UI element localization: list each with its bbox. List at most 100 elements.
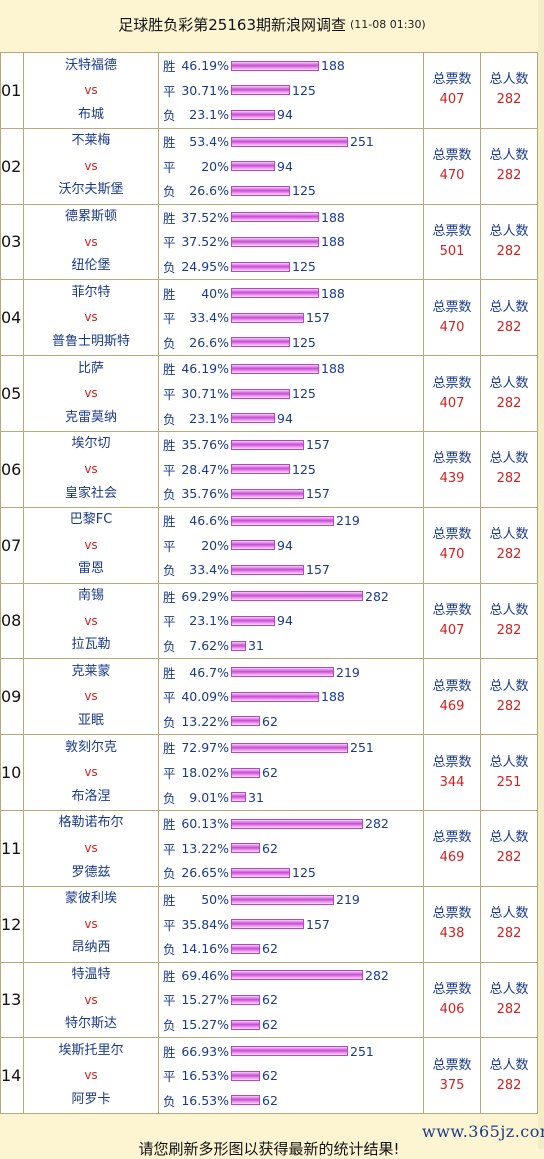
lose-percent: 23.1% [189, 107, 229, 123]
lose-vote-count: 62 [262, 1017, 278, 1033]
lose-vote-bar [231, 943, 260, 954]
total-votes-value: 407 [439, 92, 465, 108]
home-team[interactable]: 敦刻尔克 [64, 739, 117, 755]
lose-vote-bar [231, 488, 304, 499]
win-vote-count: 219 [336, 892, 360, 908]
lose-percent: 26.6% [189, 183, 229, 199]
lose-percent: 23.1% [189, 410, 229, 426]
away-team[interactable]: 克雷莫纳 [64, 409, 117, 425]
total-votes-value: 375 [439, 1077, 465, 1093]
total-people-cell: 总人数 282 [480, 885, 538, 963]
home-team[interactable]: 菲尔特 [71, 284, 111, 300]
total-people-cell: 总人数 282 [480, 506, 538, 584]
total-votes-label: 总票数 [432, 375, 472, 391]
win-vote-count: 282 [365, 967, 389, 983]
match-number: 08 [0, 582, 24, 660]
home-team[interactable]: 德累斯顿 [64, 209, 117, 225]
total-people-label: 总人数 [489, 830, 529, 846]
draw-label: 平 [163, 690, 176, 706]
win-vote-count: 282 [365, 588, 389, 604]
total-votes-cell: 总票数 470 [423, 506, 481, 584]
match-number: 12 [0, 885, 24, 963]
win-vote-bar [231, 1046, 348, 1057]
total-people-cell: 总人数 251 [480, 734, 538, 811]
away-team[interactable]: 布城 [77, 106, 104, 122]
match-number: 13 [0, 961, 24, 1039]
home-team[interactable]: 蒙彼利埃 [64, 891, 117, 907]
draw-vote-row: 平 20% 94 [159, 154, 423, 179]
home-team[interactable]: 格勒诺布尔 [58, 815, 124, 831]
lose-vote-bar [231, 261, 290, 272]
total-people-label: 总人数 [489, 299, 529, 315]
home-team[interactable]: 埃斯托里尔 [58, 1042, 124, 1058]
win-vote-bar [231, 288, 319, 299]
home-team[interactable]: 巴黎FC [69, 512, 113, 528]
win-vote-count: 251 [350, 134, 374, 150]
total-people-value: 282 [496, 395, 522, 411]
lose-label: 负 [163, 335, 176, 351]
away-team[interactable]: 罗德兹 [71, 864, 111, 880]
win-vote-row: 胜 69.46% 282 [159, 963, 423, 988]
match-row: 13 特温特 vs 特尔斯达 胜 69.46% 282 平 15.27% 62 … [0, 961, 538, 1039]
draw-vote-row: 平 20% 94 [159, 533, 423, 558]
lose-vote-bar [231, 792, 246, 803]
match-number: 10 [0, 734, 24, 811]
vs-label: vs [84, 613, 98, 628]
win-percent: 72.97% [181, 740, 229, 756]
survey-title: 足球胜负彩第25163期新浪网调查 [118, 15, 346, 34]
away-team[interactable]: 沃尔夫斯堡 [58, 182, 124, 198]
win-label: 胜 [163, 589, 176, 605]
draw-vote-bar [231, 85, 290, 96]
match-row: 03 德累斯顿 vs 纽伦堡 胜 37.52% 188 平 37.52% 188… [0, 203, 538, 281]
away-team[interactable]: 阿罗卡 [71, 1092, 111, 1108]
away-team[interactable]: 特尔斯达 [64, 1016, 117, 1032]
win-vote-row: 胜 50% 219 [159, 887, 423, 912]
total-votes-value: 469 [439, 850, 465, 866]
home-team[interactable]: 不莱梅 [71, 133, 111, 149]
away-team[interactable]: 亚眠 [77, 713, 104, 729]
away-team[interactable]: 普鲁士明斯特 [51, 334, 130, 350]
home-team[interactable]: 特温特 [71, 967, 111, 983]
away-team[interactable]: 纽伦堡 [71, 258, 111, 274]
win-percent: 53.4% [189, 134, 229, 150]
draw-percent: 30.71% [181, 386, 229, 402]
match-teams: 巴黎FC vs 雷恩 [23, 506, 159, 584]
draw-vote-bar [231, 388, 290, 399]
away-team[interactable]: 布洛涅 [71, 788, 111, 804]
win-vote-bar [231, 742, 348, 753]
draw-vote-bar [231, 1070, 260, 1081]
vs-label: vs [84, 689, 98, 704]
draw-vote-count: 125 [292, 386, 316, 402]
win-vote-row: 胜 46.19% 188 [159, 357, 423, 382]
total-people-cell: 总人数 282 [480, 1037, 538, 1115]
draw-vote-count: 62 [262, 765, 278, 781]
away-team[interactable]: 昂纳西 [71, 940, 111, 956]
win-vote-row: 胜 40% 188 [159, 281, 423, 306]
lose-vote-count: 125 [292, 259, 316, 275]
win-vote-row: 胜 46.7% 219 [159, 660, 423, 685]
away-team[interactable]: 雷恩 [77, 561, 104, 577]
total-votes-label: 总票数 [432, 830, 472, 846]
away-team[interactable]: 皇家社会 [64, 485, 117, 501]
win-vote-bar [231, 363, 319, 374]
home-team[interactable]: 克莱蒙 [71, 663, 111, 679]
lose-vote-row: 负 24.95% 125 [159, 254, 423, 279]
lose-vote-row: 负 33.4% 157 [159, 557, 423, 582]
lose-percent: 24.95% [181, 259, 229, 275]
home-team[interactable]: 沃特福德 [64, 57, 117, 73]
win-label: 胜 [163, 1044, 176, 1060]
total-votes-cell: 总票数 439 [423, 430, 481, 508]
lose-label: 负 [163, 790, 176, 806]
draw-percent: 20% [201, 158, 229, 174]
win-vote-bar [231, 818, 363, 829]
total-votes-label: 总票数 [432, 148, 472, 164]
vs-label: vs [84, 841, 98, 856]
total-people-cell: 总人数 282 [480, 279, 538, 357]
home-team[interactable]: 埃尔切 [71, 436, 111, 452]
lose-vote-count: 62 [262, 941, 278, 957]
lose-vote-count: 94 [277, 410, 293, 426]
home-team[interactable]: 比萨 [77, 360, 104, 376]
away-team[interactable]: 拉瓦勒 [71, 637, 111, 653]
total-votes-value: 438 [439, 926, 465, 942]
home-team[interactable]: 南锡 [77, 588, 104, 604]
